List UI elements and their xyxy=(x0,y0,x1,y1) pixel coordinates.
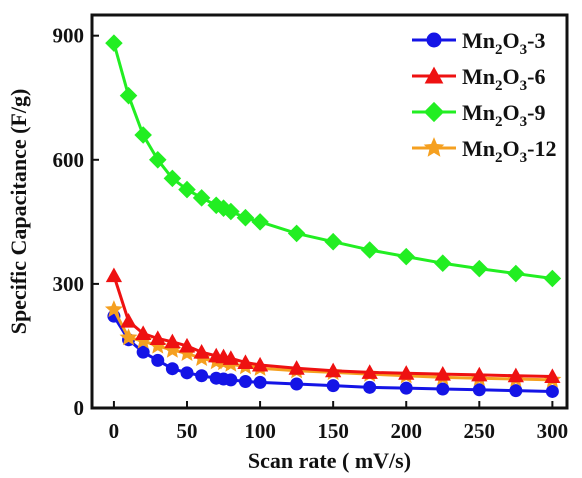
data-point-circle xyxy=(326,379,340,393)
data-point-triangle xyxy=(237,354,254,369)
data-point-triangle xyxy=(120,313,137,328)
data-point-circle xyxy=(363,380,377,394)
legend-entry-1: Mn2O3-3 xyxy=(412,28,545,58)
series-3 xyxy=(105,34,562,288)
data-point-star xyxy=(104,300,123,318)
x-axis-label: Scan rate ( mV/s) xyxy=(248,448,411,473)
legend-entry-3: Mn2O3-9 xyxy=(412,100,545,130)
data-point-circle xyxy=(238,375,252,389)
legend-marker-circle xyxy=(426,32,442,48)
data-point-diamond xyxy=(360,241,379,259)
legend-entry-4: Mn2O3-12 xyxy=(412,136,556,166)
data-point-triangle xyxy=(105,267,123,283)
data-point-diamond xyxy=(134,126,152,144)
data-point-diamond xyxy=(433,254,452,272)
legend-label: Mn2O3-6 xyxy=(462,64,545,94)
ticks-layer: 0 50 100 150 200 250 300 0 300 600 900 xyxy=(53,24,569,443)
y-tick-label: 300 xyxy=(53,272,85,296)
data-point-star xyxy=(134,331,153,349)
data-point-triangle xyxy=(325,362,342,378)
data-point-circle xyxy=(165,362,179,376)
data-point-diamond xyxy=(105,34,123,52)
x-tick-label: 250 xyxy=(464,419,496,443)
data-point-star xyxy=(148,336,167,354)
legend-label: Mn2O3-12 xyxy=(462,136,556,166)
data-point-diamond xyxy=(236,208,255,227)
data-point-diamond xyxy=(507,264,525,283)
data-point-circle xyxy=(399,381,413,395)
data-point-diamond xyxy=(163,169,182,188)
legend: Mn2O3-3 Mn2O3-6 Mn2O3-9 Mn2O3-12 xyxy=(412,28,556,166)
data-point-circle xyxy=(136,345,150,359)
data-point-triangle xyxy=(135,325,152,341)
data-point-diamond xyxy=(543,269,562,288)
data-point-star xyxy=(163,340,182,358)
data-point-circle xyxy=(290,377,304,391)
data-point-triangle xyxy=(149,330,166,346)
x-tick-label: 0 xyxy=(109,419,120,443)
data-point-star xyxy=(178,343,196,362)
plot-frame xyxy=(90,13,569,410)
data-point-circle xyxy=(151,353,165,367)
data-point-triangle xyxy=(222,350,239,365)
data-point-circle xyxy=(436,382,450,396)
data-point-diamond xyxy=(470,259,489,278)
x-tick-label: 200 xyxy=(390,419,422,443)
data-point-diamond xyxy=(287,224,306,243)
y-tick-label: 900 xyxy=(53,24,85,48)
data-point-circle xyxy=(224,373,238,387)
y-axis-label: Specific Capacitance (F/g) xyxy=(6,89,31,335)
data-point-star xyxy=(119,328,138,346)
data-point-circle xyxy=(509,384,523,398)
data-point-triangle xyxy=(471,366,488,382)
data-point-diamond xyxy=(324,232,342,251)
data-point-triangle xyxy=(251,356,269,372)
data-point-circle xyxy=(253,375,267,389)
data-point-diamond xyxy=(397,247,416,266)
data-point-diamond xyxy=(178,180,196,199)
y-tick-label: 0 xyxy=(74,396,85,420)
x-tick-label: 50 xyxy=(177,419,198,443)
data-point-circle xyxy=(545,384,559,398)
legend-entry-2: Mn2O3-6 xyxy=(412,64,545,94)
series-1 xyxy=(107,309,559,398)
data-point-triangle xyxy=(193,344,210,359)
data-point-circle xyxy=(180,366,194,380)
data-point-circle xyxy=(472,383,486,397)
data-point-triangle xyxy=(398,365,415,380)
data-point-triangle xyxy=(361,364,378,379)
legend-marker-diamond xyxy=(423,101,445,123)
data-point-diamond xyxy=(251,213,269,231)
series-line xyxy=(112,275,553,379)
data-point-triangle xyxy=(164,333,181,349)
series-2 xyxy=(105,267,561,384)
y-tick-label: 600 xyxy=(53,148,85,172)
x-tick-label: 150 xyxy=(317,419,349,443)
data-point-diamond xyxy=(214,199,233,217)
legend-marker-star xyxy=(423,137,445,157)
legend-marker-triangle xyxy=(424,66,444,84)
data-point-diamond xyxy=(119,86,138,105)
data-point-triangle xyxy=(434,365,451,381)
x-tick-label: 300 xyxy=(537,419,569,443)
data-point-triangle xyxy=(544,368,561,384)
data-point-triangle xyxy=(288,360,305,375)
data-point-diamond xyxy=(192,189,211,207)
data-point-circle xyxy=(195,369,209,383)
data-point-diamond xyxy=(148,151,167,169)
data-point-diamond xyxy=(222,202,240,221)
legend-label: Mn2O3-3 xyxy=(462,28,545,58)
series-layer xyxy=(104,34,562,398)
data-point-triangle xyxy=(507,367,524,383)
x-tick-label: 100 xyxy=(244,419,276,443)
legend-label: Mn2O3-9 xyxy=(462,100,545,130)
data-point-triangle xyxy=(178,337,196,353)
